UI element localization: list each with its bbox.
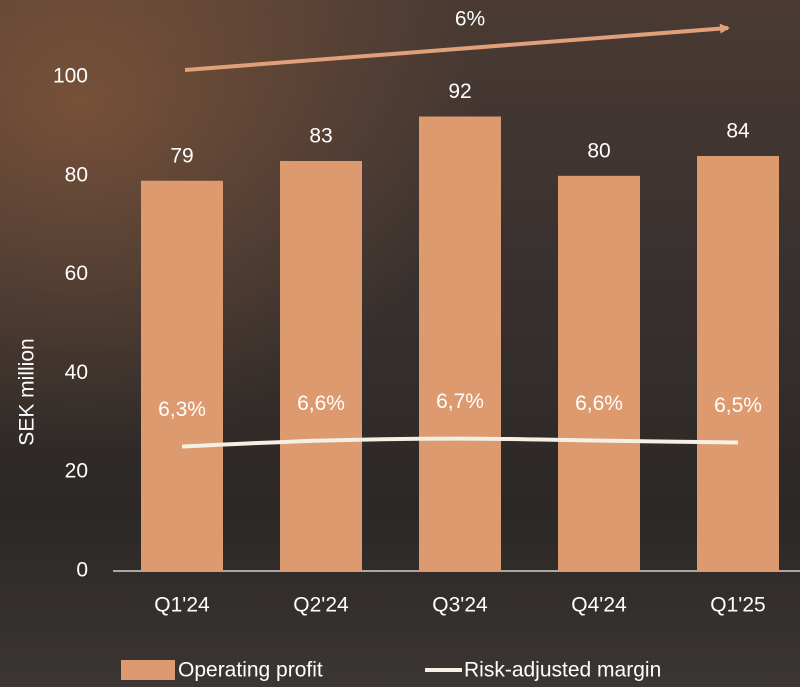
y-tick-label: 40 <box>65 361 88 384</box>
annotation: 6% <box>455 8 485 31</box>
x-tick-label: Q4'24 <box>571 594 627 617</box>
y-tick-label: 60 <box>65 262 88 285</box>
bar-value-label: 79 <box>170 144 193 167</box>
bar <box>419 116 501 572</box>
x-tick-label: Q2'24 <box>293 594 349 617</box>
line-value-label: 6,5% <box>714 394 762 417</box>
margin-line <box>181 436 739 449</box>
legend-label: Operating profit <box>178 659 323 682</box>
bar-value-label: 80 <box>587 139 610 162</box>
x-tick-label: Q1'24 <box>154 594 210 617</box>
bar <box>558 175 640 572</box>
x-tick-label: Q3'24 <box>432 594 488 617</box>
y-axis-label: SEK million <box>16 338 39 445</box>
legend-swatch <box>121 660 175 680</box>
bar-value-label: 84 <box>726 120 750 143</box>
bar <box>141 180 223 572</box>
bar <box>280 160 362 572</box>
bar-value-label: 92 <box>448 80 471 103</box>
bar <box>697 156 779 572</box>
legend-label: Risk-adjusted margin <box>464 659 661 682</box>
y-tick-label: 0 <box>76 559 88 582</box>
trend-arrow <box>184 23 730 72</box>
y-tick-label: 20 <box>65 460 88 483</box>
y-tick-label: 100 <box>53 65 88 88</box>
line-value-label: 6,7% <box>436 390 484 413</box>
x-tick-label: Q1'25 <box>710 594 765 617</box>
line-value-label: 6,3% <box>158 398 206 421</box>
line-value-label: 6,6% <box>297 392 345 415</box>
bar-value-label: 83 <box>309 125 332 148</box>
line-value-label: 6,6% <box>575 392 623 415</box>
y-tick-label: 80 <box>65 163 88 186</box>
